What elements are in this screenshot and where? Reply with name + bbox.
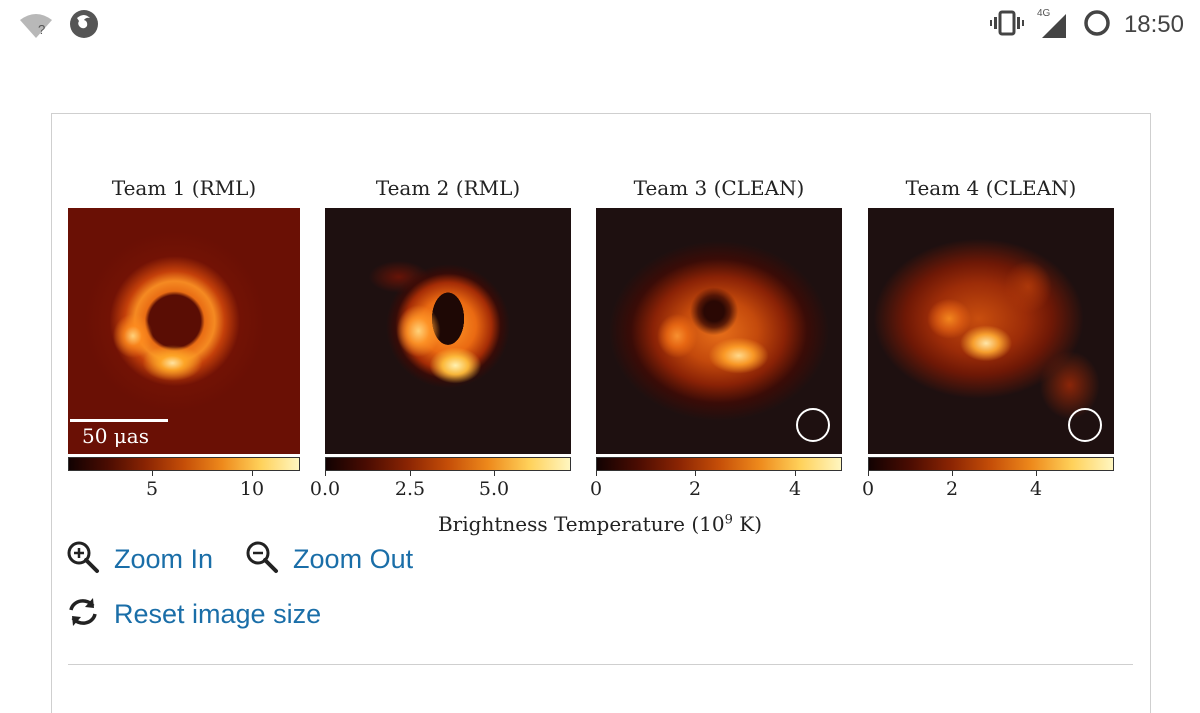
zoom-in-link[interactable]: Zoom In	[114, 543, 214, 574]
tickmark	[1036, 471, 1037, 476]
image-panel-team1: 50 μas	[68, 208, 300, 454]
xlabel-tail: K)	[732, 512, 762, 536]
colorbar-team2	[325, 457, 571, 471]
tick-label: 0.0	[309, 478, 341, 500]
reset-control: Reset image size	[66, 595, 321, 633]
scale-bar-label: 50 μas	[82, 424, 149, 448]
zoom-in-icon[interactable]	[66, 540, 100, 578]
network-type: 4G	[1036, 8, 1051, 19]
tick-label: 2	[945, 478, 959, 500]
scale-bar	[70, 419, 168, 422]
tickmark	[152, 471, 153, 476]
tickmark	[325, 471, 326, 476]
tickmark	[695, 471, 696, 476]
clock: 18:50	[1123, 11, 1184, 38]
zoom-out-link[interactable]: Zoom Out	[293, 543, 414, 574]
divider	[68, 664, 1133, 665]
tickmark	[868, 471, 869, 476]
tick-label: 2	[688, 478, 702, 500]
tick-label: 2.5	[394, 478, 426, 500]
tick-label: 10	[239, 478, 265, 500]
panel-title-team1: Team 1 (RML)	[111, 176, 257, 200]
panel-title-team3: Team 3 (CLEAN)	[633, 176, 805, 200]
zoom-out-icon[interactable]	[245, 540, 279, 578]
status-bar: ? 4G	[0, 0, 1200, 50]
vibrate-icon	[989, 8, 1024, 42]
firefox-icon	[68, 8, 100, 44]
tick-label: 0	[861, 478, 875, 500]
xlabel-main: Brightness Temperature (10	[437, 512, 725, 536]
tickmark	[252, 471, 253, 476]
image-panel-team3	[596, 208, 842, 454]
refresh-icon[interactable]	[66, 595, 100, 633]
signal-icon: 4G	[1036, 8, 1070, 40]
tick-label: 4	[1029, 478, 1043, 500]
tickmark	[596, 471, 597, 476]
panel-title-team4: Team 4 (CLEAN)	[905, 176, 1077, 200]
colorbar-team4	[868, 457, 1114, 471]
zoom-controls: Zoom In Zoom Out	[66, 540, 413, 578]
circle-icon	[1082, 8, 1112, 42]
panel-title-team2: Team 2 (RML)	[375, 176, 521, 200]
beam-circle-team3	[796, 408, 830, 442]
figure[interactable]: Team 1 (RML) Team 2 (RML) Team 3 (CLEAN)…	[0, 0, 1200, 675]
figure-card	[51, 113, 1151, 713]
tickmark	[952, 471, 953, 476]
wifi-question-icon: ?	[18, 12, 54, 40]
beam-circle-team4	[1068, 408, 1102, 442]
tick-label: 5.0	[478, 478, 510, 500]
xlabel-exponent: 9	[724, 512, 733, 528]
tick-label: 0	[589, 478, 603, 500]
tick-label: 5	[145, 478, 159, 500]
colorbar-axis-label: Brightness Temperature (109 K)	[0, 512, 1034, 536]
colorbar-team1	[68, 457, 300, 471]
image-panel-team2	[325, 208, 571, 454]
colorbar-team3	[596, 457, 842, 471]
tickmark	[494, 471, 495, 476]
tickmark	[410, 471, 411, 476]
reset-image-size-link[interactable]: Reset image size	[114, 598, 322, 629]
wifi-badge: ?	[38, 22, 46, 37]
tickmark	[795, 471, 796, 476]
tick-label: 4	[788, 478, 802, 500]
image-panel-team4	[868, 208, 1114, 454]
